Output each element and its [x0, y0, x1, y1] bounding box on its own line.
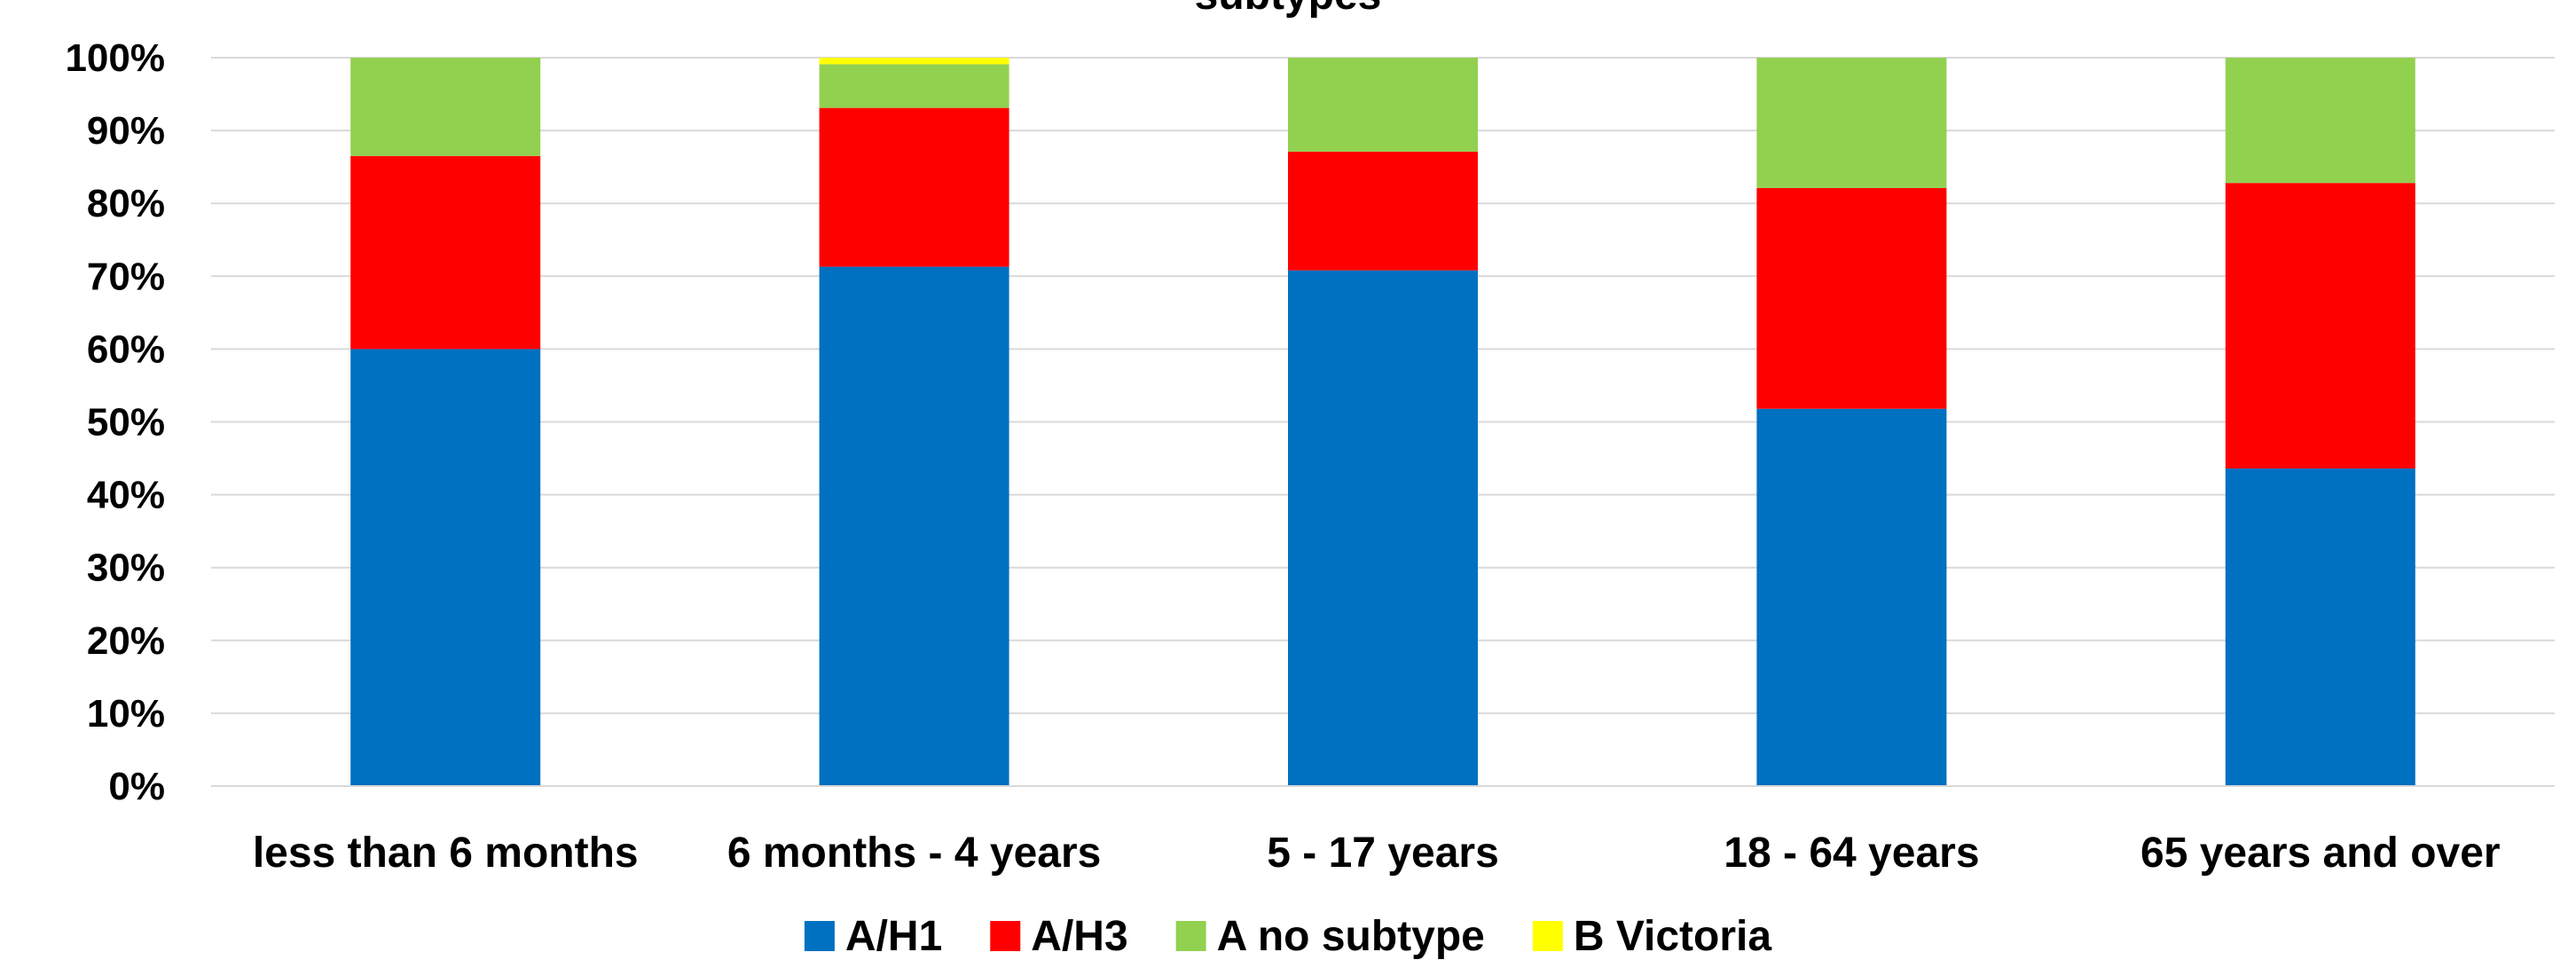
y-tick-label: 80%	[87, 182, 165, 225]
bar-segment	[2225, 183, 2415, 469]
x-category-label: 65 years and over	[2140, 830, 2501, 877]
bar-segment	[350, 349, 541, 786]
bar-segment	[2225, 58, 2415, 184]
y-tick-label: 0%	[108, 765, 165, 808]
chart-title: subtypes	[1195, 0, 1382, 19]
y-tick-label: 30%	[87, 547, 165, 590]
y-tick-label: 20%	[87, 619, 165, 663]
bar-segment	[819, 266, 1009, 786]
legend-label: B Victoria	[1574, 913, 1772, 960]
legend-label: A/H1	[845, 913, 942, 960]
x-category-label: 18 - 64 years	[1724, 830, 1979, 877]
legend-swatch	[1532, 921, 1563, 951]
bar-segment	[1288, 151, 1478, 271]
y-tick-label: 90%	[87, 109, 165, 153]
y-tick-label: 40%	[87, 474, 165, 517]
bar-segment	[1756, 408, 1947, 786]
bar-segment	[819, 58, 1009, 65]
y-tick-label: 60%	[87, 327, 165, 371]
legend-swatch	[1175, 921, 1206, 951]
y-tick-label: 50%	[87, 401, 165, 445]
legend: A/H1 A/H3 A no subtype B Victoria	[804, 913, 1772, 960]
legend-label: A no subtype	[1217, 913, 1485, 960]
bar-segment	[350, 58, 541, 156]
x-axis-category-labels: less than 6 months 6 months - 4 years 5 - …	[253, 830, 2501, 877]
bar-segment	[350, 155, 541, 350]
x-category-label: 6 months - 4 years	[727, 830, 1102, 877]
y-axis-tick-labels: 0% 10% 20% 30% 40% 50% 60% 70% 80% 90% 100%	[65, 36, 165, 808]
bar-segment	[819, 64, 1009, 108]
bar-segment	[819, 107, 1009, 267]
bar-segment	[1288, 270, 1478, 786]
bar-segment	[1756, 58, 1947, 188]
x-category-label: less than 6 months	[253, 830, 639, 877]
y-tick-label: 100%	[65, 36, 165, 80]
y-tick-label: 10%	[87, 692, 165, 736]
x-category-label: 5 - 17 years	[1267, 830, 1499, 877]
bar-segment	[1756, 187, 1947, 409]
y-tick-label: 70%	[87, 255, 165, 298]
legend-label: A/H3	[1031, 913, 1127, 960]
legend-swatch	[804, 921, 835, 951]
bar-segment	[2225, 468, 2415, 786]
legend-swatch	[990, 921, 1021, 951]
stacked-bars	[350, 58, 2415, 786]
bar-segment	[1288, 58, 1478, 152]
